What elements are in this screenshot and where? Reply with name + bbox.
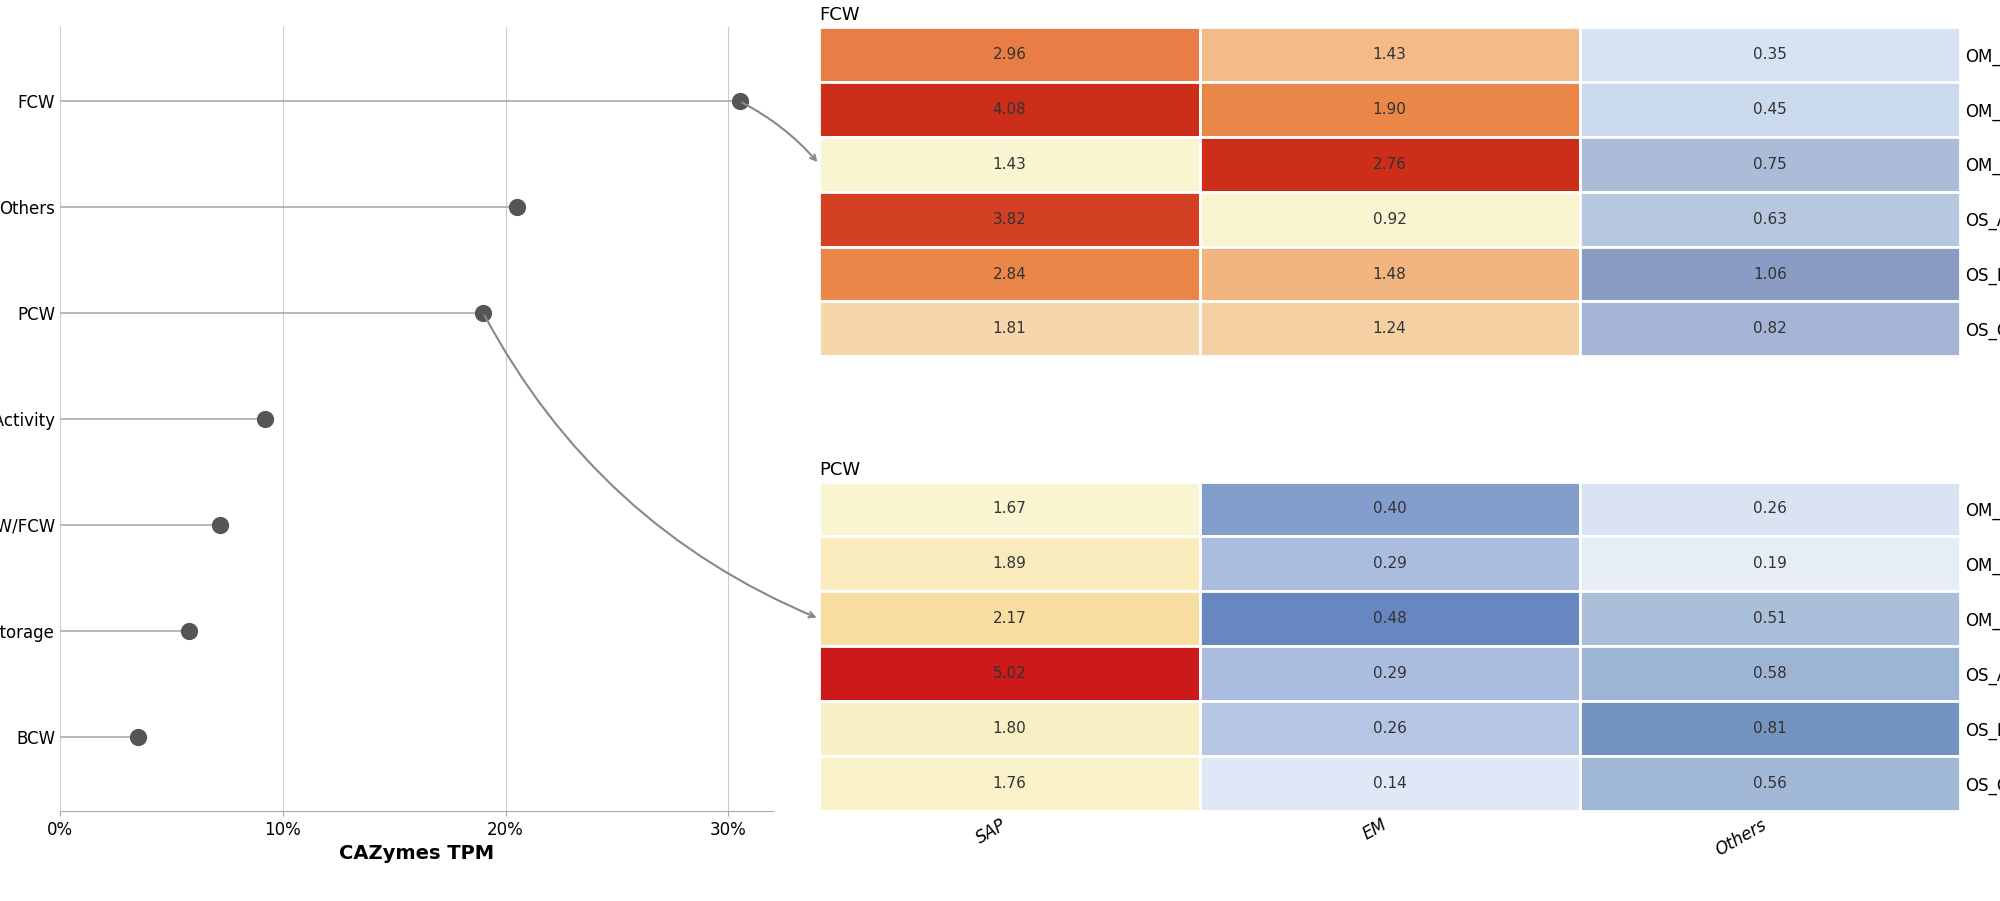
X-axis label: CAZymes TPM: CAZymes TPM [338,844,494,863]
Bar [1200,192,1580,247]
Bar [1580,756,1960,811]
Bar [820,701,1200,756]
Bar [1200,756,1580,811]
Text: 1.89: 1.89 [992,557,1026,571]
Bar [1580,536,1960,591]
Text: 1.80: 1.80 [992,721,1026,736]
Text: 2.96: 2.96 [992,47,1026,62]
Text: 2.76: 2.76 [1372,157,1406,172]
Point [724,94,756,108]
Text: 1.48: 1.48 [1372,267,1406,281]
Text: 0.35: 0.35 [1752,47,1786,62]
Bar [1200,137,1580,192]
Text: 1.81: 1.81 [992,322,1026,336]
Text: 0.51: 0.51 [1754,611,1786,626]
Text: 0.29: 0.29 [1372,557,1406,571]
Bar [1200,646,1580,701]
Text: 2.84: 2.84 [992,267,1026,281]
Bar [1580,192,1960,247]
Bar [1580,646,1960,701]
Bar [820,481,1200,536]
Bar [1200,302,1580,357]
Bar [1580,247,1960,302]
Bar [1200,247,1580,302]
Text: 0.29: 0.29 [1372,666,1406,681]
Bar [820,646,1200,701]
Text: FCW: FCW [820,6,860,24]
Bar [1580,701,1960,756]
Point [204,518,236,532]
Text: 0.40: 0.40 [1372,502,1406,516]
Text: 0.75: 0.75 [1754,157,1786,172]
Bar [1200,27,1580,82]
Text: 0.63: 0.63 [1752,212,1786,227]
Text: 0.45: 0.45 [1754,102,1786,117]
Text: 1.24: 1.24 [1372,322,1406,336]
Point [174,623,206,638]
Point [500,200,532,214]
Text: 0.81: 0.81 [1754,721,1786,736]
Bar [820,137,1200,192]
Text: 1.43: 1.43 [1372,47,1406,62]
Bar [1580,481,1960,536]
Text: 0.48: 0.48 [1372,611,1406,626]
Bar [820,247,1200,302]
Text: 2.17: 2.17 [992,611,1026,626]
Bar [1200,82,1580,137]
Bar [1580,137,1960,192]
Bar [820,591,1200,646]
Text: 0.82: 0.82 [1754,322,1786,336]
Bar [820,192,1200,247]
Bar [1580,591,1960,646]
Text: 0.58: 0.58 [1754,666,1786,681]
Text: 0.56: 0.56 [1752,776,1786,791]
Text: 4.08: 4.08 [992,102,1026,117]
Bar [820,82,1200,137]
Text: 0.92: 0.92 [1372,212,1406,227]
Text: 1.76: 1.76 [992,776,1026,791]
Bar [1200,591,1580,646]
Text: 1.67: 1.67 [992,502,1026,516]
Point [248,412,280,426]
Bar [820,27,1200,82]
Point [122,730,154,744]
Text: 1.06: 1.06 [1752,267,1786,281]
Text: 0.14: 0.14 [1372,776,1406,791]
Bar [1200,481,1580,536]
Text: PCW: PCW [820,460,860,478]
Text: 0.26: 0.26 [1372,721,1406,736]
Bar [1580,302,1960,357]
Text: 3.82: 3.82 [992,212,1026,227]
Bar [1580,82,1960,137]
Text: 0.19: 0.19 [1752,557,1786,571]
Bar [820,302,1200,357]
Bar [820,756,1200,811]
Bar [820,536,1200,591]
Bar [1200,701,1580,756]
Text: 0.26: 0.26 [1752,502,1786,516]
Bar [1580,27,1960,82]
Bar [1200,536,1580,591]
Text: 1.43: 1.43 [992,157,1026,172]
Text: 1.90: 1.90 [1372,102,1406,117]
Text: 5.02: 5.02 [992,666,1026,681]
Point [468,305,500,320]
